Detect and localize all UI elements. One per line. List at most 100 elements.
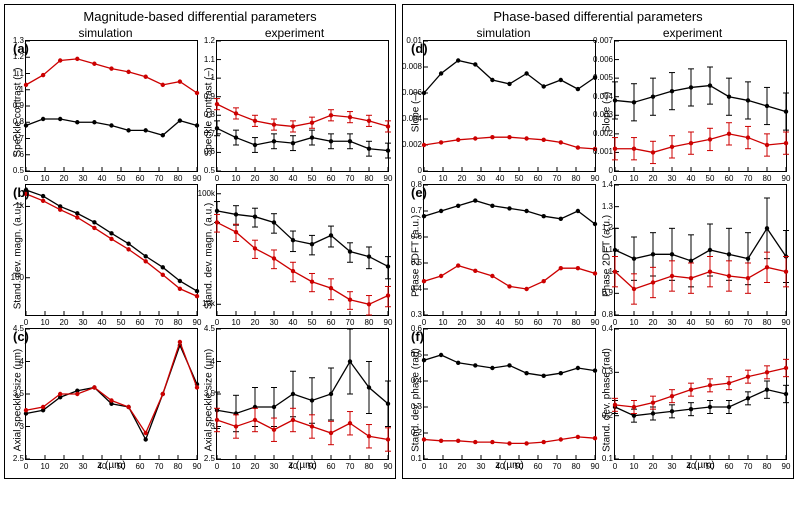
- column-title: simulation: [11, 26, 200, 40]
- data-point: [765, 265, 769, 269]
- plot-area: 00.0020.0040.0060.0080.01010203040506070…: [423, 40, 596, 172]
- data-point: [144, 431, 148, 435]
- x-tick-label: 40: [289, 174, 298, 183]
- row-a: (a)Speckle contrast (–)0.50.60.70.80.911…: [11, 40, 389, 184]
- data-point: [310, 398, 314, 402]
- series-line: [615, 86, 786, 112]
- data-point: [507, 206, 511, 210]
- data-point: [746, 374, 750, 378]
- x-tick-label: 80: [763, 462, 772, 471]
- data-point: [439, 140, 443, 144]
- x-tick-label: 60: [136, 174, 145, 183]
- data-point: [310, 135, 314, 139]
- x-tick-label: 60: [327, 318, 336, 327]
- data-point: [75, 57, 79, 61]
- y-tick-label: 3.5: [0, 389, 24, 398]
- data-point: [473, 198, 477, 202]
- data-point: [542, 279, 546, 283]
- x-tick-label: 20: [649, 462, 658, 471]
- x-tick-label: 60: [327, 174, 336, 183]
- data-point: [456, 439, 460, 443]
- y-tick-label: 0.003: [585, 110, 613, 119]
- data-point: [195, 123, 199, 127]
- chart-svg: [615, 41, 786, 171]
- plot-area: 0.30.40.50.60.70.80102030405060708090: [423, 184, 596, 316]
- data-point: [689, 141, 693, 145]
- x-tick-label: 70: [155, 174, 164, 183]
- data-point: [144, 254, 148, 258]
- x-tick-label: 10: [439, 462, 448, 471]
- data-point: [708, 269, 712, 273]
- x-tick-label: 40: [687, 318, 696, 327]
- x-tick-label: 0: [24, 462, 28, 471]
- data-point: [507, 135, 511, 139]
- y-tick-label: 1.3: [585, 202, 613, 211]
- data-point: [253, 246, 257, 250]
- group-title: Phase-based differential parameters: [409, 9, 787, 24]
- series-line: [615, 228, 786, 261]
- data-point: [75, 392, 79, 396]
- chart-svg: [26, 329, 197, 459]
- x-tick-label: 50: [308, 462, 317, 471]
- y-tick-label: 100: [0, 273, 24, 282]
- panel-c-right: Axial speckle size (µm)2.533.544.5010203…: [202, 328, 389, 472]
- plot-area: 0.10.20.30.40102030405060708090: [614, 328, 787, 460]
- series-line: [615, 134, 786, 153]
- data-point: [456, 263, 460, 267]
- x-tick-label: 60: [725, 318, 734, 327]
- x-tick-label: 0: [613, 318, 617, 327]
- data-point: [490, 366, 494, 370]
- data-point: [490, 135, 494, 139]
- y-tick-label: 0.001: [585, 147, 613, 156]
- data-point: [559, 437, 563, 441]
- y-tick-label: 0.3: [394, 310, 422, 319]
- x-tick-label: 80: [572, 318, 581, 327]
- data-point: [272, 122, 276, 126]
- data-point: [507, 82, 511, 86]
- data-point: [576, 266, 580, 270]
- x-tick-label: 10: [41, 174, 50, 183]
- data-point: [161, 265, 165, 269]
- data-point: [367, 434, 371, 438]
- x-tick-label: 80: [174, 318, 183, 327]
- data-point: [310, 121, 314, 125]
- data-point: [559, 371, 563, 375]
- y-tick-label: 1.1: [0, 69, 24, 78]
- panel-e-right: Phase 2DFT (a.u.)0.80.911.11.21.31.40102…: [600, 184, 787, 328]
- y-tick-label: 1.2: [585, 223, 613, 232]
- data-point: [784, 392, 788, 396]
- x-tick-label: 50: [515, 318, 524, 327]
- x-tick-label: 30: [668, 318, 677, 327]
- data-point: [784, 141, 788, 145]
- y-tick-label: 0.9: [187, 92, 215, 101]
- x-tick-label: 80: [365, 318, 374, 327]
- data-point: [422, 279, 426, 283]
- data-point: [524, 71, 528, 75]
- x-tick-label: 20: [251, 462, 260, 471]
- y-tick-label: 2.5: [0, 454, 24, 463]
- y-tick-label: 0.7: [394, 206, 422, 215]
- data-point: [613, 147, 617, 151]
- data-point: [651, 411, 655, 415]
- chart-svg: [26, 41, 197, 171]
- y-axis-label-text: Slope (–): [411, 92, 422, 133]
- data-point: [386, 264, 390, 268]
- y-tick-label: 0.5: [187, 166, 215, 175]
- data-point: [507, 363, 511, 367]
- x-tick-label: 50: [308, 174, 317, 183]
- data-point: [161, 392, 165, 396]
- data-point: [651, 252, 655, 256]
- data-point: [92, 62, 96, 66]
- series-line: [217, 104, 388, 126]
- plot-area: 10k100k0102030405060708090: [216, 184, 389, 316]
- y-tick-label: 1.2: [187, 36, 215, 45]
- data-point: [613, 269, 617, 273]
- data-point: [41, 117, 45, 121]
- row-d: (d)Slope (–)00.0020.0040.0060.0080.01010…: [409, 40, 787, 184]
- data-point: [689, 276, 693, 280]
- data-point: [456, 138, 460, 142]
- data-point: [92, 226, 96, 230]
- x-tick-label: 20: [458, 318, 467, 327]
- y-tick-label: 0.1: [394, 454, 422, 463]
- data-point: [689, 259, 693, 263]
